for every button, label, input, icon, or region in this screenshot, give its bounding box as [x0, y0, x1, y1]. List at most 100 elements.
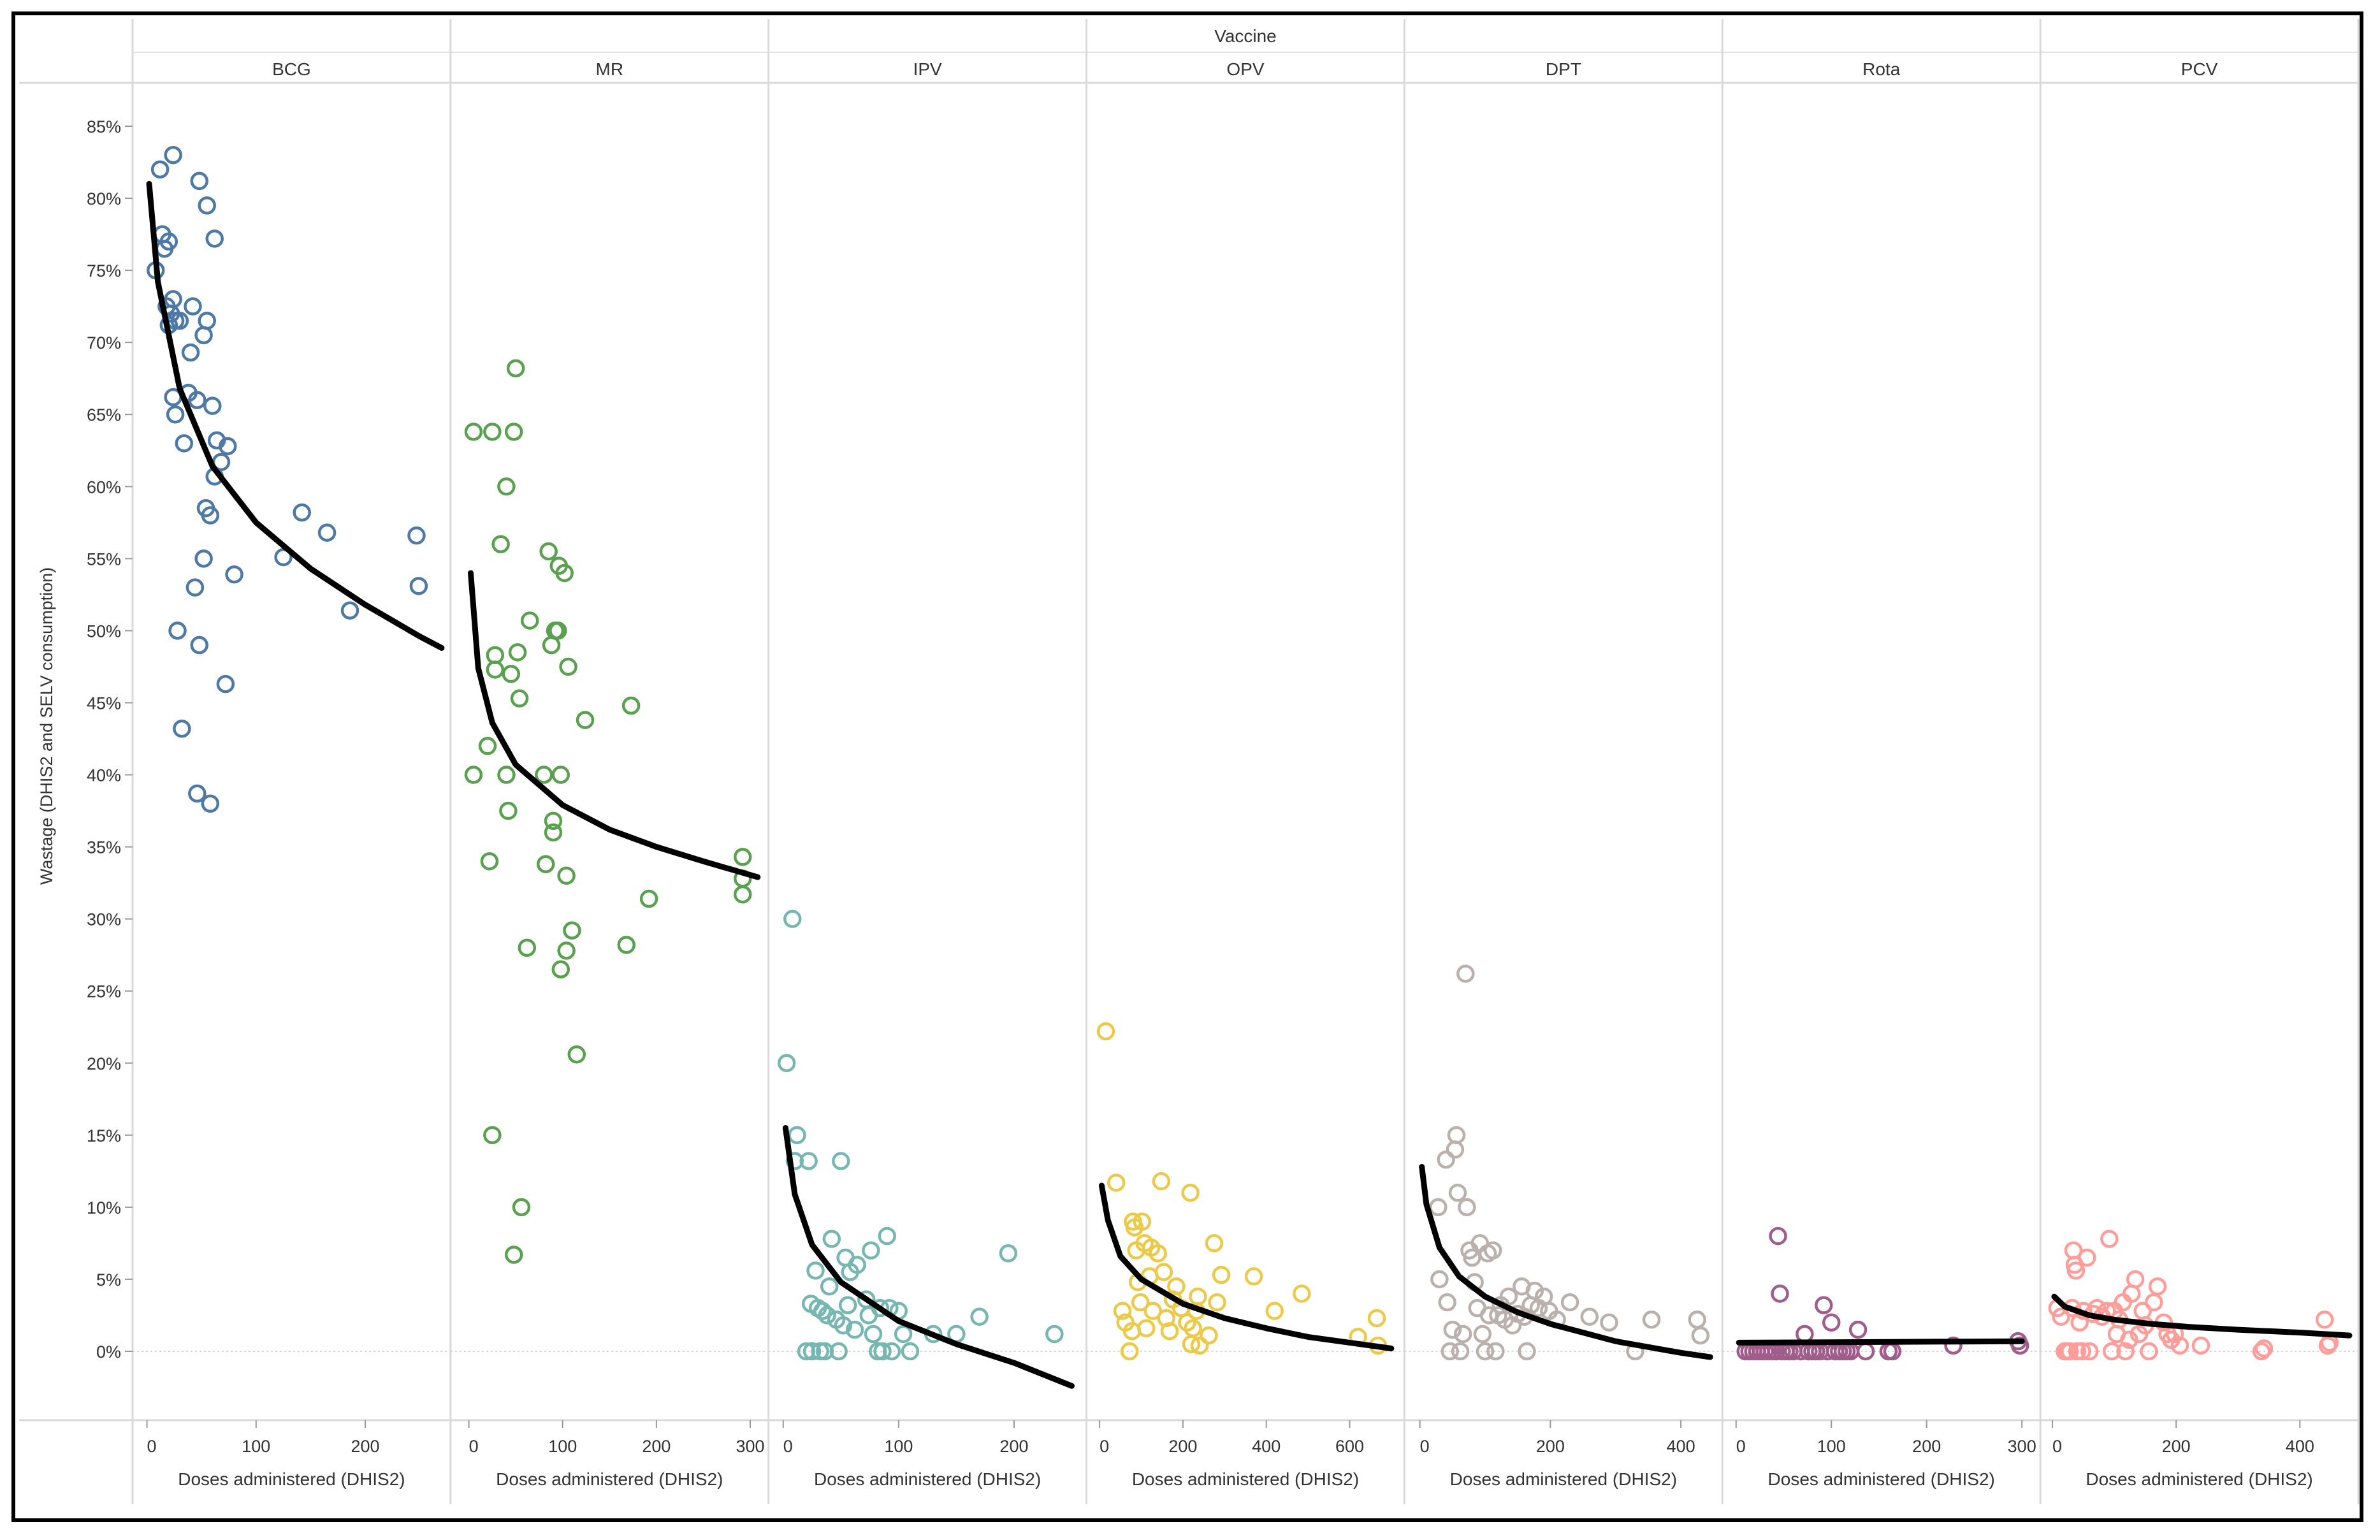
data-point [1486, 1342, 1505, 1361]
data-point [1796, 1325, 1814, 1344]
x-tick-label: 200 [351, 1437, 379, 1456]
chart-title: Vaccine [1214, 26, 1277, 46]
data-point [2080, 1342, 2099, 1361]
x-tick-label: 0 [1099, 1437, 1109, 1456]
data-point [1484, 1241, 1502, 1260]
data-point [1443, 1320, 1462, 1339]
data-point [1205, 1234, 1224, 1253]
data-point [1642, 1311, 1661, 1329]
data-point [2254, 1339, 2274, 1358]
data-point [1458, 1198, 1476, 1217]
data-point [2052, 1307, 2070, 1326]
data-point [1499, 1287, 1518, 1306]
facet-header: DPT [1546, 59, 1581, 79]
data-point [1447, 1126, 1466, 1145]
data-point [1688, 1311, 1706, 1329]
data-point [820, 1277, 839, 1296]
trend-line [2051, 1293, 2353, 1339]
data-point [551, 766, 570, 784]
data-point [901, 1342, 920, 1361]
y-tick-label: 5% [96, 1270, 121, 1289]
data-point [878, 1226, 897, 1246]
data-point [785, 1152, 804, 1170]
y-tick-label: 20% [87, 1054, 121, 1073]
y-tick-label: 0% [96, 1342, 121, 1362]
data-point [464, 423, 483, 441]
data-point [832, 1152, 850, 1170]
x-axis-label: Doses administered (DHIS2) [2086, 1469, 2312, 1489]
data-point [1265, 1302, 1284, 1320]
data-point [1438, 1293, 1456, 1312]
data-point [1367, 1309, 1386, 1328]
data-point [2116, 1342, 2135, 1361]
data-point [2315, 1311, 2334, 1329]
x-tick-label: 0 [469, 1437, 479, 1456]
facet-header: MR [596, 59, 624, 79]
data-point [150, 160, 170, 179]
data-point [201, 794, 220, 813]
data-point [159, 232, 178, 251]
data-point [497, 477, 516, 496]
data-point [502, 664, 521, 683]
data-point [203, 396, 222, 415]
x-tick-label: 200 [1912, 1437, 1941, 1456]
x-tick-label: 0 [1736, 1437, 1746, 1456]
trend-line [146, 180, 445, 651]
trend-line [1098, 1182, 1395, 1351]
data-point [1154, 1263, 1173, 1281]
x-axis-label: Doses administered (DHIS2) [814, 1469, 1041, 1489]
data-point [1822, 1313, 1841, 1332]
data-point [2148, 1277, 2167, 1296]
y-tick-label: 50% [87, 621, 121, 641]
data-point [2068, 1342, 2087, 1361]
data-point [407, 526, 426, 545]
data-point [491, 535, 510, 553]
data-point [1244, 1267, 1263, 1286]
data-point [871, 1298, 890, 1318]
data-point [205, 229, 224, 248]
data-point [1120, 1342, 1139, 1361]
data-point [536, 855, 555, 873]
data-point [483, 423, 502, 441]
data-point [542, 636, 561, 655]
data-point [639, 889, 658, 908]
data-point [504, 423, 523, 441]
data-point [970, 1307, 989, 1326]
data-point [2114, 1293, 2132, 1312]
data-point [1045, 1325, 1064, 1344]
data-point [845, 1320, 864, 1339]
data-point [2120, 1330, 2138, 1349]
x-axis-label: Doses administered (DHIS2) [1450, 1469, 1677, 1489]
data-point [1476, 1342, 1495, 1361]
data-point [1600, 1313, 1618, 1332]
data-point [1160, 1322, 1179, 1340]
data-point [1944, 1336, 1963, 1355]
data-point [1525, 1281, 1544, 1300]
data-point [2010, 1336, 2029, 1355]
data-point [173, 719, 191, 738]
data-point [190, 636, 208, 655]
y-tick-label: 40% [87, 766, 121, 785]
x-axis-label: Doses administered (DHIS2) [1768, 1469, 1995, 1489]
data-point [520, 611, 539, 630]
data-point [185, 578, 205, 597]
data-point [1200, 1326, 1218, 1345]
data-point [873, 1342, 892, 1361]
x-axis-label: Doses administered (DHIS2) [1132, 1469, 1359, 1489]
facet-header: BCG [272, 59, 311, 79]
data-point [175, 434, 194, 453]
x-tick-label: 400 [1252, 1437, 1281, 1456]
data-point [848, 1256, 866, 1274]
y-tick-label: 30% [87, 910, 121, 929]
data-point [1190, 1336, 1209, 1355]
y-axis-label: Wastage (DHIS2 and SELV consumption) [37, 567, 56, 885]
data-point [2078, 1248, 2096, 1267]
data-point [1096, 1022, 1115, 1041]
data-point [166, 405, 185, 424]
data-point [806, 1261, 825, 1280]
data-point [2066, 1261, 2086, 1280]
data-point [2252, 1342, 2271, 1361]
x-tick-label: 0 [147, 1437, 157, 1456]
data-point [2102, 1342, 2121, 1361]
data-point [168, 621, 187, 640]
